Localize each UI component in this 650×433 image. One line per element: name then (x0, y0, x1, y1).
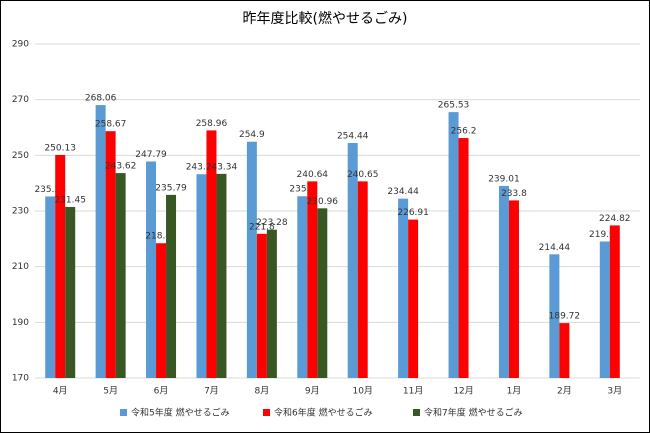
legend-swatch (120, 409, 127, 416)
y-tick-label: 270 (12, 95, 29, 105)
x-tick-label: 4月 (53, 386, 68, 397)
bar (307, 181, 318, 378)
x-tick-label: 10月 (352, 386, 372, 397)
bar (609, 225, 620, 378)
bar (559, 323, 570, 378)
data-label: 247.79 (135, 150, 167, 160)
data-label: 243.34 (206, 162, 238, 172)
bar (347, 142, 358, 378)
bar (196, 174, 207, 378)
bar (266, 229, 277, 378)
x-tick-label: 5月 (103, 386, 118, 397)
data-label: 219.05 (589, 230, 621, 240)
data-label: 258.96 (196, 119, 228, 129)
data-label: 221.8 (249, 222, 275, 232)
legend-swatch (413, 409, 420, 416)
bar (45, 196, 56, 378)
bar (146, 161, 157, 378)
data-label: 254.44 (337, 131, 369, 141)
x-tick-label: 11月 (403, 386, 423, 397)
bar (317, 208, 328, 378)
data-label: 234.44 (387, 187, 419, 197)
y-tick-label: 250 (12, 151, 29, 161)
data-label: 240.64 (297, 170, 329, 180)
x-tick-label: 3月 (607, 386, 622, 397)
data-label: 218.42 (145, 232, 177, 242)
data-label: 223.28 (256, 218, 288, 228)
y-tick-label: 230 (12, 207, 29, 217)
legend-label: 令和7年度 燃やせるごみ (424, 407, 523, 419)
x-tick-label: 7月 (204, 386, 219, 397)
bar (458, 138, 469, 378)
bar (156, 243, 167, 378)
bar (408, 219, 419, 378)
bar (297, 196, 308, 378)
data-label: 265.53 (438, 101, 470, 111)
bar (357, 181, 368, 378)
x-tick-label: 8月 (255, 386, 270, 397)
data-label: 240.65 (347, 170, 379, 180)
bar (599, 241, 610, 378)
bar (549, 254, 560, 378)
y-tick-label: 190 (12, 318, 29, 328)
bar (105, 131, 116, 378)
data-label: 235.23 (34, 185, 66, 195)
data-label: 233.8 (501, 189, 527, 199)
data-label: 214.44 (539, 243, 571, 253)
data-label: 226.91 (397, 208, 429, 218)
data-label: 189.72 (549, 312, 581, 322)
x-tick-label: 1月 (507, 386, 522, 397)
data-label: 250.13 (44, 143, 76, 153)
data-label: 230.96 (307, 197, 339, 207)
x-tick-label: 12月 (453, 386, 473, 397)
y-tick-label: 210 (12, 262, 29, 272)
bar (55, 154, 66, 378)
bar (498, 185, 509, 378)
data-label: 243.62 (105, 162, 137, 172)
legend-label: 令和5年度 燃やせるごみ (131, 407, 230, 419)
data-label: 235.79 (155, 183, 187, 193)
bar (115, 173, 126, 378)
bar (206, 130, 217, 378)
bar (166, 194, 177, 378)
legend-swatch (263, 409, 270, 416)
legend-label: 令和6年度 燃やせるごみ (274, 407, 373, 419)
bar (65, 206, 76, 378)
data-label: 243.21 (186, 163, 218, 173)
x-tick-label: 6月 (154, 386, 169, 397)
bar (448, 112, 459, 379)
data-label: 239.01 (488, 174, 520, 184)
bar (95, 105, 106, 378)
bar (256, 233, 267, 378)
chart-title: 昨年度比較(燃やせるごみ) (243, 10, 408, 27)
bar (508, 200, 519, 378)
data-label: 224.82 (599, 214, 631, 224)
data-label: 268.06 (85, 94, 117, 104)
bar (216, 173, 227, 378)
y-tick-label: 170 (12, 374, 29, 384)
data-label: 231.45 (54, 195, 86, 205)
x-tick-label: 2月 (557, 386, 572, 397)
bar (246, 141, 257, 378)
data-label: 254.9 (239, 130, 265, 140)
x-tick-label: 9月 (305, 386, 320, 397)
data-label: 256.2 (451, 127, 477, 137)
bar (398, 198, 409, 378)
y-tick-label: 290 (12, 40, 29, 50)
data-label: 258.67 (95, 120, 127, 130)
data-label: 235.3 (289, 185, 315, 195)
